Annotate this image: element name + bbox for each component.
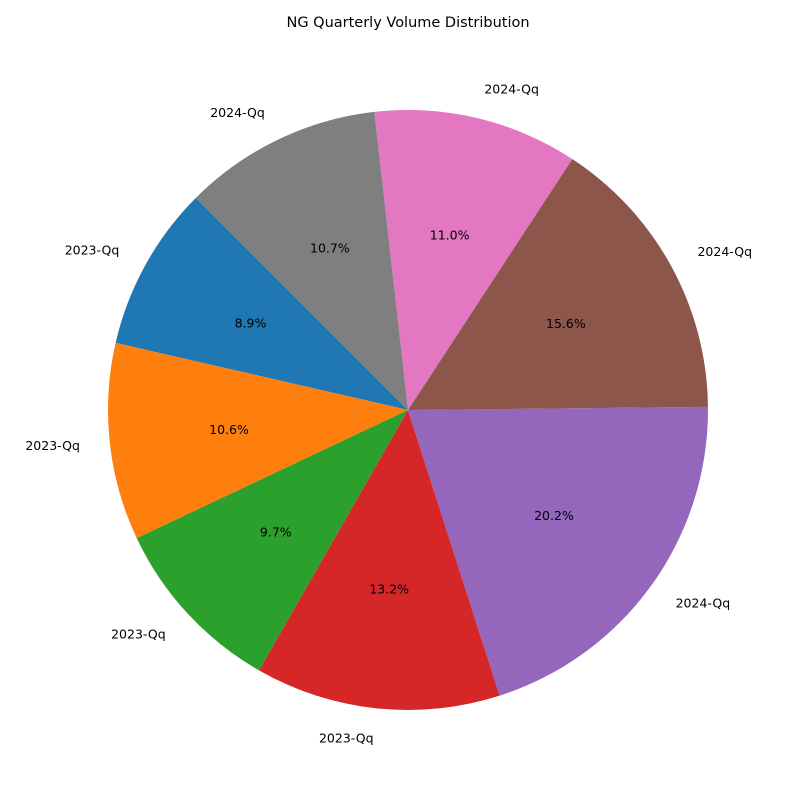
pie-slices bbox=[108, 110, 708, 711]
pie-slice-5 bbox=[408, 406, 708, 696]
pie-slice-percent-8: 10.7% bbox=[310, 240, 350, 255]
pie-slice-1 bbox=[115, 197, 409, 410]
pie-slice-label-2: 2023-Qq bbox=[25, 438, 80, 453]
pie-slice-percent-2: 10.6% bbox=[209, 422, 249, 437]
chart-title: NG Quarterly Volume Distribution bbox=[286, 15, 529, 31]
pie-slice-label-6: 2024-Qq bbox=[697, 244, 752, 259]
pie-slice-4 bbox=[259, 410, 500, 711]
pie-slice-percent-1: 8.9% bbox=[235, 315, 267, 330]
pie-slice-8 bbox=[195, 111, 408, 410]
pie-slice-label-5: 2024-Qq bbox=[676, 596, 731, 611]
pie-slice-label-1: 2023-Qq bbox=[65, 243, 120, 258]
pie-slice-6 bbox=[408, 158, 708, 410]
pie-slice-percent-3: 9.7% bbox=[260, 525, 292, 540]
pie-slice-2 bbox=[108, 342, 409, 539]
pie-slice-label-7: 2024-Qq bbox=[484, 81, 539, 96]
pie-slice-percent-5: 20.2% bbox=[534, 508, 574, 523]
pie-slice-percent-4: 13.2% bbox=[369, 582, 409, 597]
pie-slice-percent-6: 15.6% bbox=[546, 316, 586, 331]
pie-labels: 8.9% 2023-Qq 10.6% 2023-Qq 9.7% 2023-Qq 13.2% 2… bbox=[25, 81, 752, 745]
pie-slice-7 bbox=[374, 110, 573, 411]
pie-slice-label-8: 2024-Qq bbox=[210, 105, 265, 120]
pie-slice-3 bbox=[136, 410, 408, 671]
pie-slice-label-3: 2023-Qq bbox=[111, 626, 166, 641]
pie-slice-label-4: 2023-Qq bbox=[319, 731, 374, 746]
pie-slice-percent-7: 11.0% bbox=[430, 227, 470, 242]
